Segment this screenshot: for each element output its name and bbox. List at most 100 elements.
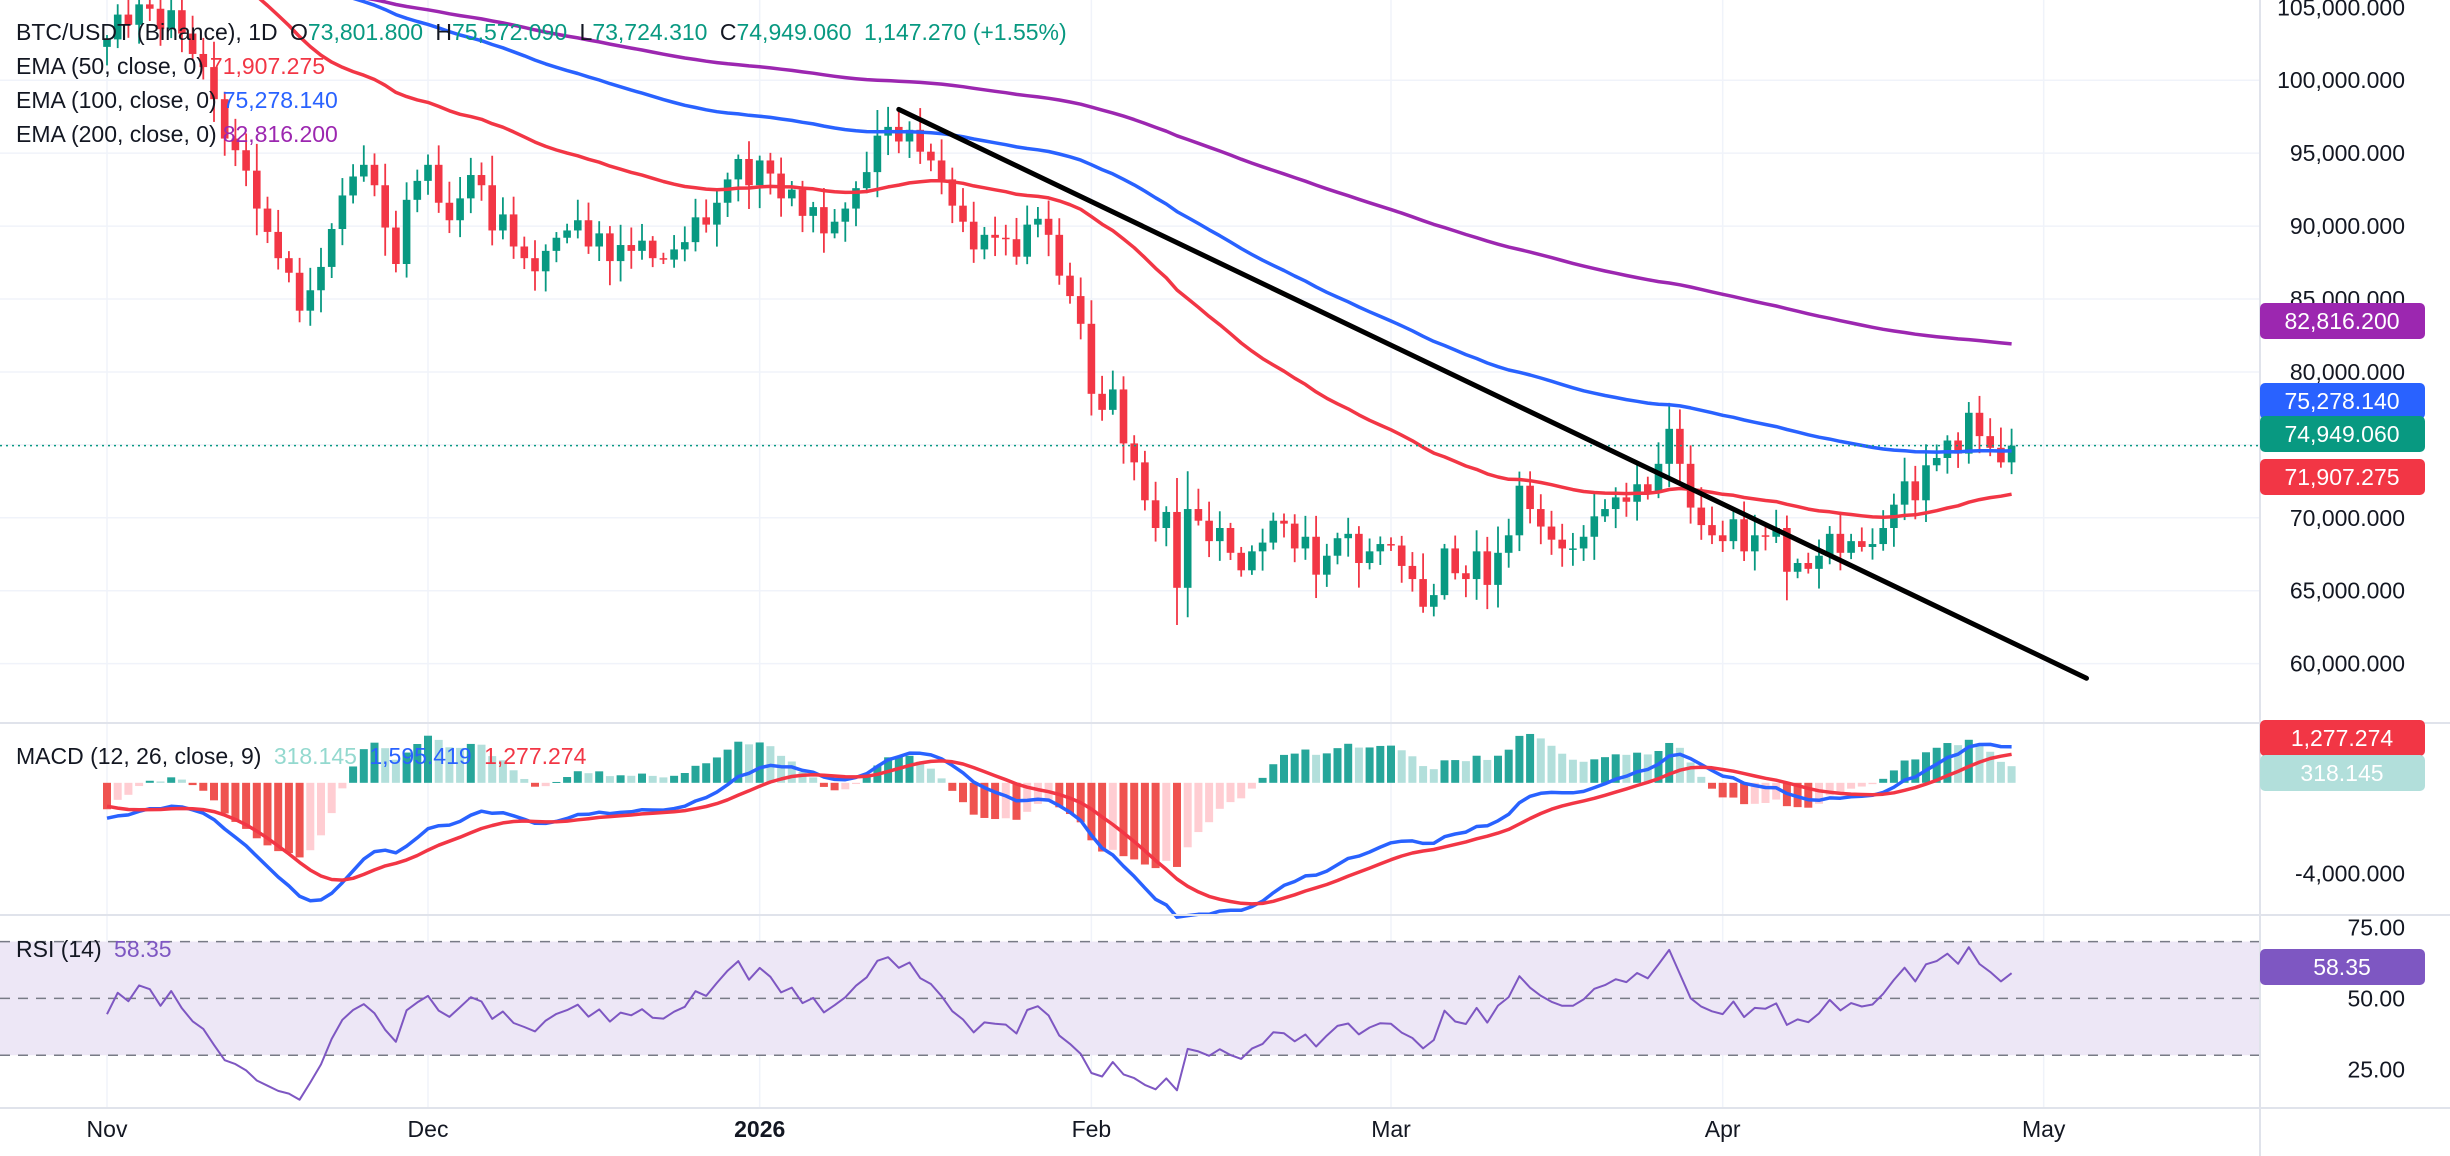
macd-histogram-bar bbox=[541, 782, 550, 787]
ema50-legend[interactable]: EMA (50, close, 0) 71,907.275 bbox=[16, 49, 331, 83]
candle-body bbox=[1526, 485, 1534, 510]
candle-body bbox=[627, 245, 636, 251]
macd-histogram-bar bbox=[1140, 782, 1149, 865]
candle-body bbox=[392, 227, 400, 265]
macd-histogram-bar bbox=[1451, 760, 1460, 783]
candle-body bbox=[1740, 519, 1748, 552]
candle-body bbox=[520, 246, 529, 259]
candle-body bbox=[199, 53, 208, 68]
price-tag-bg bbox=[2260, 459, 2425, 495]
candle-body bbox=[509, 214, 518, 247]
candle-body bbox=[1547, 526, 1556, 540]
candle-body bbox=[360, 164, 368, 177]
ema50-label: EMA (50, close, 0) bbox=[16, 53, 204, 79]
candle-body bbox=[1858, 541, 1866, 547]
candle-body bbox=[702, 217, 710, 225]
candle-body bbox=[905, 129, 914, 142]
candle-body bbox=[991, 234, 999, 238]
macd-histogram-bar bbox=[926, 768, 935, 783]
candle-body bbox=[1504, 535, 1513, 553]
macd-histogram-bar bbox=[145, 780, 154, 783]
price-tag-text: 75,278.140 bbox=[2284, 388, 2399, 414]
candle-body bbox=[1141, 462, 1149, 501]
price-tag-bg bbox=[2260, 416, 2425, 452]
macd-histogram-bar bbox=[1879, 778, 1888, 783]
candle-body bbox=[1697, 507, 1706, 526]
candle-body bbox=[1708, 525, 1716, 536]
price-pane bbox=[0, 0, 2260, 681]
macd-histogram-bar bbox=[605, 776, 614, 783]
macd-histogram-bar bbox=[595, 771, 604, 783]
macd-histogram-bar bbox=[1483, 759, 1492, 783]
candle-body bbox=[1440, 548, 1449, 596]
macd-histogram-bar bbox=[862, 777, 871, 783]
rsi-tag-bg bbox=[2260, 949, 2425, 985]
candle-body bbox=[434, 164, 443, 203]
candle-body bbox=[370, 164, 379, 186]
macd-histogram-bar bbox=[1215, 782, 1224, 809]
candle-body bbox=[1954, 440, 1962, 454]
macd-histogram-bar bbox=[1911, 759, 1920, 783]
candle-body bbox=[349, 176, 357, 196]
candle-body bbox=[1376, 544, 1385, 552]
candle-body bbox=[1569, 548, 1577, 550]
ohlc-change: 1,147.270 (+1.55%) bbox=[863, 19, 1067, 45]
macd-histogram-bar bbox=[1568, 759, 1577, 783]
macd-histogram-bar bbox=[488, 756, 497, 783]
candle-body bbox=[937, 160, 946, 180]
macd-histogram-bar bbox=[1247, 782, 1256, 789]
symbol-label[interactable]: BTC/USDT (Binance), 1D bbox=[16, 19, 278, 45]
candle-body bbox=[381, 185, 389, 228]
ema200-legend[interactable]: EMA (200, close, 0) 82,816.200 bbox=[16, 117, 344, 151]
ema100-legend[interactable]: EMA (100, close, 0) 75,278.140 bbox=[16, 83, 344, 117]
price-tag: 71,907.275 bbox=[2260, 459, 2425, 495]
candle-body bbox=[327, 228, 336, 267]
macd-histogram-bar bbox=[1740, 782, 1749, 805]
macd-histogram-bar bbox=[1772, 782, 1781, 800]
candle-body bbox=[1109, 389, 1117, 410]
candle-body bbox=[606, 233, 614, 262]
macd-histogram-bar bbox=[1675, 747, 1684, 783]
candle-body bbox=[1836, 533, 1845, 553]
candle-body bbox=[402, 199, 411, 265]
candle-body bbox=[873, 135, 882, 173]
macd-histogram-bar bbox=[188, 782, 197, 786]
rsi-legend[interactable]: RSI (14) 58.35 bbox=[16, 932, 178, 966]
macd-histogram-bar bbox=[1590, 759, 1599, 783]
macd-histogram-bar bbox=[1601, 757, 1609, 783]
candle-body bbox=[1932, 457, 1941, 466]
macd-histogram-bar bbox=[1622, 754, 1631, 783]
candle-body bbox=[1879, 528, 1887, 545]
candle-body bbox=[1055, 234, 1064, 276]
ema100-value: 75,278.140 bbox=[222, 87, 338, 113]
time-axis-label: Feb bbox=[1072, 1116, 1112, 1142]
ema200-value: 82,816.200 bbox=[222, 121, 338, 147]
macd-histogram-bar bbox=[434, 739, 443, 783]
candle-body bbox=[263, 208, 272, 232]
candle-body bbox=[1237, 552, 1245, 571]
candle-body bbox=[499, 214, 507, 231]
candle-body bbox=[156, 8, 165, 30]
macd-histogram-bar bbox=[1526, 733, 1535, 783]
macd-histogram-bar bbox=[969, 782, 978, 815]
candle-body bbox=[1718, 535, 1727, 542]
macd-histogram-bar bbox=[1472, 755, 1481, 783]
macd-histogram-bar bbox=[1654, 750, 1663, 783]
candle-body bbox=[1472, 551, 1481, 580]
macd-histogram-bar bbox=[798, 771, 807, 783]
macd-legend[interactable]: MACD (12, 26, close, 9) 318.145 1,595.41… bbox=[16, 739, 592, 773]
macd-histogram-bar bbox=[1889, 770, 1898, 783]
ema100-label: EMA (100, close, 0) bbox=[16, 87, 217, 113]
macd-histogram-bar bbox=[199, 782, 208, 791]
candle-body bbox=[1900, 481, 1909, 505]
macd-histogram-bar bbox=[991, 782, 1000, 820]
candle-body bbox=[595, 233, 603, 247]
candle-body bbox=[295, 272, 304, 311]
candle-body bbox=[841, 208, 850, 222]
macd-histogram-bar bbox=[1312, 754, 1321, 783]
macd-histogram-bar bbox=[1108, 782, 1117, 850]
macd-histogram-bar bbox=[1408, 756, 1417, 783]
ohlc-close: C74,949.060 bbox=[719, 19, 852, 45]
candle-body bbox=[1130, 443, 1138, 463]
macd-histogram-bar bbox=[1333, 748, 1342, 783]
